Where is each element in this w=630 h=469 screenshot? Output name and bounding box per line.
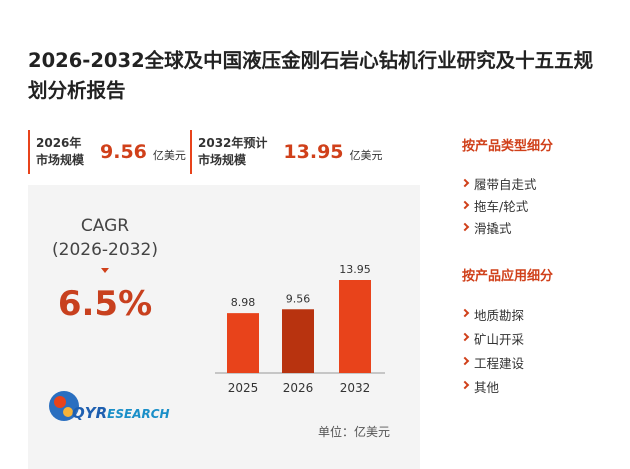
stat-label-line: 市场规模 [36,153,85,167]
stat-label: 2032年预计 市场规模 [198,135,267,169]
value-label: 8.98 [231,296,256,309]
stat-block: 2026年市场规模 9.56 亿美元 [28,130,186,174]
x-tick-label: 2025 [228,381,259,395]
sidebar-section: 按产品应用细分 地质勘探 矿山开采 工程建设 其他 [462,265,553,400]
logo-globe [49,391,79,421]
logo: QYRESEARCH [72,404,170,422]
bar-chart: 8.98 2025 9.56 2026 13.95 2032 [215,263,385,395]
bar [282,309,314,373]
stat-value: 13.95 [283,141,344,163]
bar [227,313,259,373]
cagr-label: CAGR [80,216,130,236]
sidebar-heading: 按产品类型细分 [462,139,554,154]
unit-label: 单位：亿美元 [318,425,391,439]
sidebar-list: 地质勘探 矿山开采 工程建设 其他 [462,304,553,400]
stat-block: 2032年预计 市场规模 13.95 亿美元 [190,130,383,174]
cagr-arrow [101,268,109,273]
sidebar-section: 按产品类型细分 履带自走式 拖车/轮式 滑撬式 [462,135,553,240]
sidebar-list: 履带自走式 拖车/轮式 滑撬式 [462,174,553,240]
logo-part: ESEARCH [107,407,170,421]
stat-unit: 亿美元 [349,149,383,162]
logo-part: QYR [72,404,108,422]
report-title: 2026-2032全球及中国液压金刚石岩心钻机行业研究及十五五规划分析报告 [28,49,594,102]
sidebar-heading: 按产品应用细分 [462,269,554,284]
stat-label: 2026年市场规模 [36,135,84,169]
sidebar-item: 其他 [462,376,553,400]
stat-label-line: 2026年 [36,136,82,150]
cagr-period: (2026-2032) [52,240,158,260]
x-tick-label: 2026 [283,381,314,395]
sidebar-item: 履带自走式 [462,174,553,196]
bar [339,280,371,373]
sidebar-item: 拖车/轮式 [462,196,553,218]
sidebar-item: 矿山开采 [462,328,553,352]
cagr-value: 6.5% [57,284,153,324]
value-label: 13.95 [339,263,371,276]
stat-label-line: 市场规模 [198,153,247,167]
x-tick-label: 2032 [340,381,371,395]
value-label: 9.56 [286,292,311,305]
stat-unit: 亿美元 [152,149,186,162]
sidebar-item: 地质勘探 [462,304,553,328]
sidebar-item: 工程建设 [462,352,553,376]
sidebar-item: 滑撬式 [462,218,553,240]
stat-value: 9.56 [100,141,147,163]
stat-label-line: 2032年预计 [198,136,268,150]
